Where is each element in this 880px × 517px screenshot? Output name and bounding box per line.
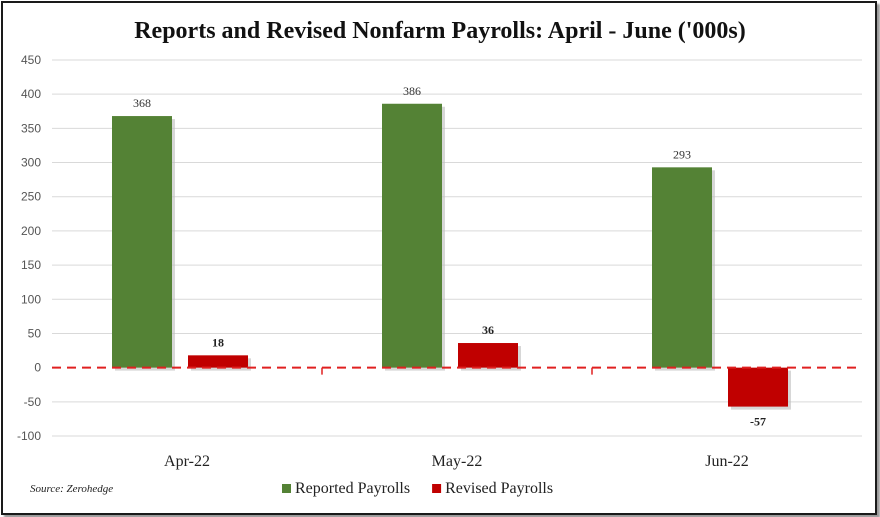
y-tick-label: -50: [24, 395, 42, 409]
y-tick-label: -100: [17, 429, 41, 443]
y-tick-label: 50: [28, 326, 42, 340]
legend-label: Reported Payrolls: [295, 480, 410, 497]
bar-revised: [728, 367, 788, 407]
y-tick-label: 350: [21, 121, 41, 135]
y-tick-label: 450: [21, 53, 41, 67]
data-label: 368: [133, 96, 151, 110]
y-tick-label: 100: [21, 292, 41, 306]
y-axis-ticks: 450 400 350 300 250 200 150 100 50 0 -50 -100: [17, 53, 41, 443]
chart-title: Reports and Revised Nonfarm Payrolls: Ap…: [134, 18, 746, 44]
source-note: Source: Zerohedge: [30, 483, 113, 495]
legend-swatch: [432, 484, 442, 493]
data-label: 386: [403, 84, 421, 98]
y-tick-label: 200: [21, 224, 41, 238]
legend-label: Revised Payrolls: [445, 480, 553, 497]
y-tick-label: 400: [21, 87, 41, 101]
x-tick-label: Jun-22: [705, 453, 749, 470]
zero-line: [52, 366, 862, 375]
legend-swatch: [282, 484, 291, 493]
y-tick-label: 250: [21, 190, 41, 204]
y-tick-label: 300: [21, 156, 41, 170]
x-tick-label: Apr-22: [164, 453, 210, 470]
data-label: 18: [212, 335, 224, 349]
x-axis-labels: Apr-22 May-22 Jun-22: [164, 453, 749, 470]
data-label: -57: [750, 415, 766, 429]
bar-revised: [458, 343, 518, 368]
grid-lines: [52, 59, 862, 437]
data-labels: 368 18 386 36 293 -57: [133, 84, 766, 429]
bar-reported: [652, 167, 712, 368]
data-label: 293: [673, 147, 691, 161]
bar-reported: [382, 103, 442, 368]
data-label: 36: [482, 323, 494, 337]
bar-reported: [112, 116, 172, 368]
y-tick-label: 0: [34, 361, 41, 375]
x-tick-label: May-22: [432, 453, 483, 470]
legend: Reported Payrolls Revised Payrolls: [282, 480, 553, 497]
y-tick-label: 150: [21, 258, 41, 272]
bar-revised: [188, 355, 248, 368]
